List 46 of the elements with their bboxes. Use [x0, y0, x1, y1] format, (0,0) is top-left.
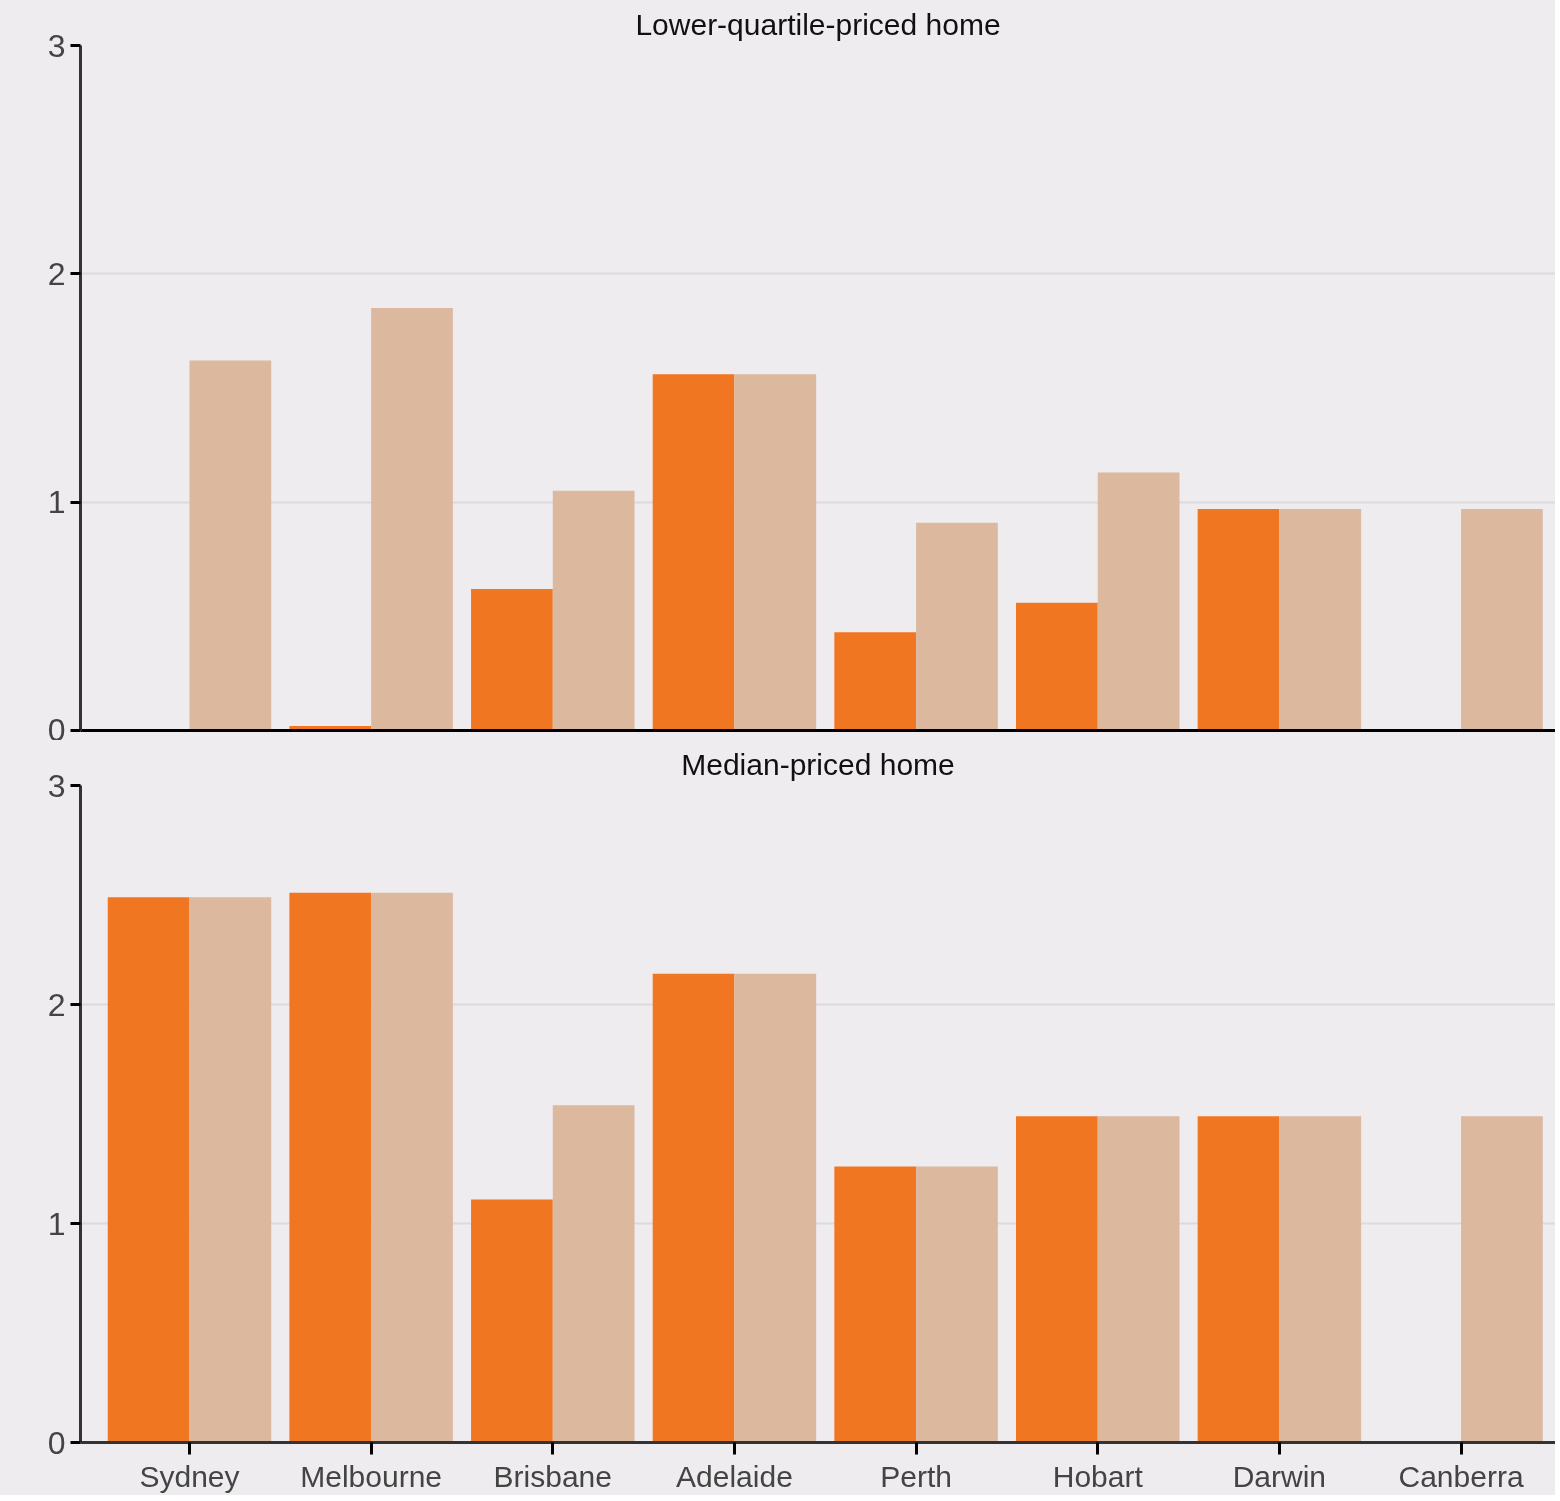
bar — [107, 897, 190, 1443]
x-tick-label: Sydney — [139, 1459, 240, 1493]
x-tick-label: Brisbane — [493, 1459, 612, 1493]
x-tick-label: Melbourne — [300, 1459, 443, 1493]
x-tick-label: Perth — [880, 1459, 952, 1493]
y-tick-label: 3 — [47, 27, 66, 64]
bar — [289, 892, 372, 1443]
bar — [471, 588, 553, 731]
bar — [1461, 509, 1543, 731]
bar — [1279, 1116, 1362, 1443]
bar — [652, 374, 735, 731]
bar — [916, 1166, 998, 1443]
bar — [552, 1105, 635, 1443]
bar — [1461, 1116, 1543, 1443]
y-tick-label: 2 — [47, 255, 66, 292]
bar — [734, 374, 817, 731]
bar — [834, 1166, 917, 1443]
y-tick-label: 3 — [47, 767, 66, 804]
bar — [916, 522, 998, 731]
bar — [734, 973, 817, 1443]
bar — [189, 897, 272, 1443]
bar — [652, 973, 735, 1443]
bar — [371, 308, 453, 731]
bar — [371, 892, 453, 1443]
y-tick-label: 1 — [47, 1205, 66, 1242]
bar — [471, 1199, 553, 1443]
bar — [834, 632, 917, 731]
bar — [1279, 509, 1362, 731]
x-tick-label: Adelaide — [676, 1459, 793, 1493]
y-tick-label: 2 — [47, 986, 66, 1023]
x-tick-label: Darwin — [1232, 1459, 1327, 1493]
bar — [189, 360, 272, 731]
x-tick-label: Canberra — [1398, 1459, 1524, 1493]
bar — [1197, 509, 1280, 731]
y-tick-label: 0 — [47, 1424, 66, 1461]
y-tick-label: 1 — [47, 484, 66, 521]
chart-title: Lower-quartile-priced home — [635, 7, 1001, 41]
bar — [1097, 1116, 1180, 1443]
x-tick-label: Hobart — [1052, 1459, 1144, 1493]
chart-title: Median-priced home — [681, 747, 955, 781]
y-tick-label: 0 — [47, 711, 66, 748]
bar — [1016, 1116, 1098, 1443]
bar — [1097, 472, 1180, 731]
bar — [1016, 602, 1098, 731]
bar — [552, 490, 635, 731]
bar — [1197, 1116, 1280, 1443]
